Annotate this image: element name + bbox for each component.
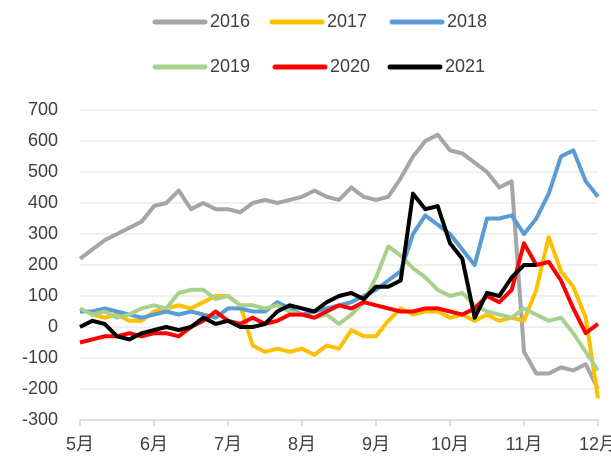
y-tick-label: 400 xyxy=(28,192,58,212)
y-tick-label: -100 xyxy=(22,347,58,367)
legend-label: 2017 xyxy=(327,11,367,31)
legend-label: 2016 xyxy=(210,11,250,31)
y-tick-label: 0 xyxy=(48,316,58,336)
legend-label: 2018 xyxy=(447,11,487,31)
series-line xyxy=(79,241,600,345)
x-tick-label: 10月 xyxy=(431,434,469,454)
y-tick-label: 300 xyxy=(28,223,58,243)
x-tick-label: 7月 xyxy=(214,434,242,454)
x-tick-label: 6月 xyxy=(140,434,168,454)
y-tick-label: 700 xyxy=(28,99,58,119)
y-tick-label: 600 xyxy=(28,130,58,150)
y-tick-label: 500 xyxy=(28,161,58,181)
x-tick-label: 5月 xyxy=(66,434,94,454)
x-tick-label: 9月 xyxy=(362,434,390,454)
series-line xyxy=(79,244,600,372)
x-tick-label: 8月 xyxy=(288,434,316,454)
legend-label: 2019 xyxy=(210,56,250,76)
series-line xyxy=(78,132,600,390)
series-line xyxy=(79,191,537,342)
y-tick-label: -300 xyxy=(22,409,58,429)
x-tick-label: 12月 xyxy=(579,434,611,454)
y-tick-label: 200 xyxy=(28,254,58,274)
y-tick-label: 100 xyxy=(28,285,58,305)
legend-label: 2021 xyxy=(445,56,485,76)
y-tick-label: -200 xyxy=(22,378,58,398)
legend-label: 2020 xyxy=(330,56,370,76)
x-tick-label: 11月 xyxy=(506,434,543,454)
